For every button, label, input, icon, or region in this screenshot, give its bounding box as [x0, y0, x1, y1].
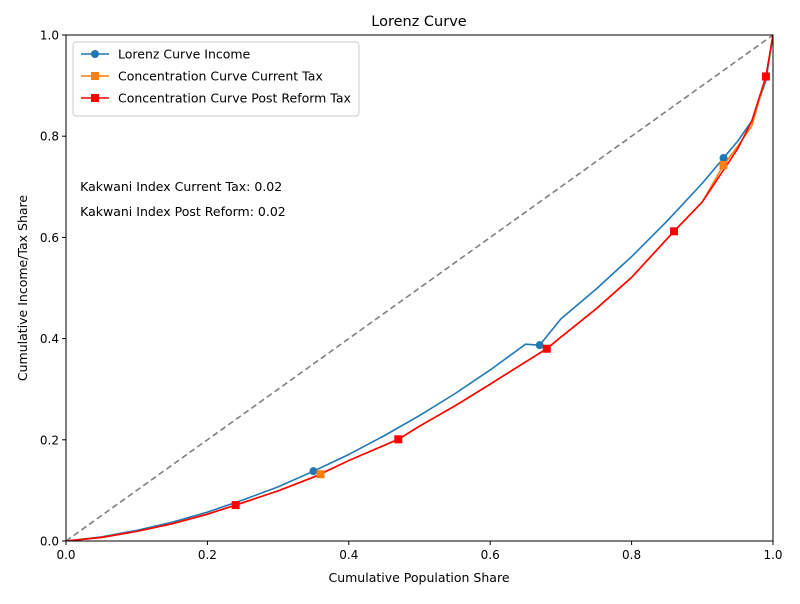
legend-label-3: Concentration Curve Post Reform Tax — [118, 91, 351, 106]
plot-area — [66, 35, 773, 541]
x-tick-label: 0.6 — [481, 548, 500, 562]
annotations: Kakwani Index Current Tax: 0.02 Kakwani I… — [80, 179, 286, 219]
legend-swatch-marker — [91, 72, 99, 80]
kakwani-annotation-2: Kakwani Index Post Reform: 0.02 — [80, 204, 286, 219]
x-tick-label: 0.2 — [198, 548, 217, 562]
x-tick-label: 0.8 — [622, 548, 641, 562]
series-1-marker — [535, 341, 544, 350]
legend-swatch-marker — [91, 50, 99, 58]
legend: Lorenz Curve Income Concentration Curve C… — [72, 41, 360, 117]
x-tick-label: 1.0 — [763, 548, 782, 562]
axes: 0.0 0.2 0.4 0.6 0.8 1.0 0.0 0.2 0.4 0.6 0.8 1.0 — [40, 29, 783, 563]
series-line-3 — [66, 35, 773, 541]
legend-label-1: Lorenz Curve Income — [118, 47, 251, 62]
series-2-marker — [316, 470, 325, 479]
x-tick-label: 0.4 — [339, 548, 358, 562]
equality-line — [66, 35, 773, 541]
x-tick-label: 0.0 — [56, 548, 75, 562]
legend-label-2: Concentration Curve Current Tax — [118, 69, 323, 84]
series-2-marker — [719, 161, 728, 170]
series-1-marker — [719, 153, 728, 162]
y-axis-label: Cumulative Income/Tax Share — [15, 195, 30, 382]
y-tick-label: 0.0 — [40, 535, 59, 549]
x-axis-label: Cumulative Population Share — [328, 570, 509, 585]
legend-box — [72, 41, 360, 117]
y-tick-label: 1.0 — [40, 29, 59, 43]
series-3-marker — [670, 227, 679, 236]
y-tick-label: 0.4 — [40, 332, 59, 346]
series-3-marker — [231, 501, 240, 510]
y-tick-label: 0.8 — [40, 130, 59, 144]
kakwani-annotation-1: Kakwani Index Current Tax: 0.02 — [80, 179, 282, 194]
y-tick-label: 0.2 — [40, 433, 59, 447]
series-3-marker — [761, 72, 770, 81]
y-tick-label: 0.6 — [40, 231, 59, 245]
series-3-marker — [394, 435, 403, 444]
series-1-marker — [309, 467, 318, 476]
axes-frame — [65, 34, 774, 542]
chart-title: Lorenz Curve — [371, 14, 467, 30]
series-3-marker — [542, 344, 551, 353]
legend-swatch-marker — [91, 94, 99, 102]
